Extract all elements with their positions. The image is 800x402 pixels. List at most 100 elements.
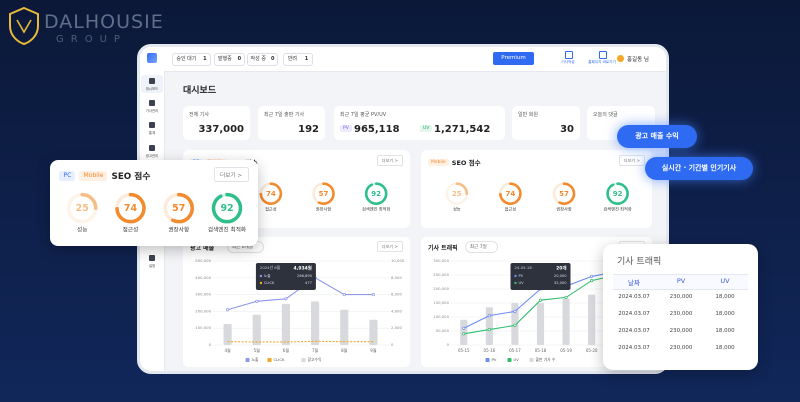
more-button[interactable]: 더보기 > [213,166,249,182]
sidebar-label: 기사관리 [145,109,159,113]
y-tick-label: 150,000 [433,300,449,305]
sidebar-item[interactable]: 광고관리 [141,142,163,160]
column-header: 날짜 [628,279,640,287]
gauge-arc [499,182,522,205]
y2-tick-label: 8,000 [391,275,402,280]
link-icon [599,51,607,59]
chart-title: 기사 트래픽 [428,245,458,252]
more-button[interactable]: 더보기 > [376,241,403,252]
x-tick-label: 6월 [283,347,290,353]
stat-card: 일반 회원 30 [512,106,580,140]
point [462,326,466,330]
status-count: 1 [304,56,309,62]
gauge-label: 권장사항 [556,206,572,213]
y-tick-label: 200,000 [195,308,211,313]
uv-value: 1,271,542 [434,124,491,135]
stat-value: 192 [298,124,319,135]
column-header: UV [720,277,730,285]
status-pill[interactable]: 발행중 0 [214,53,245,66]
status-label: 발행중 [217,56,232,62]
table-cell: 18,000 [715,345,735,351]
y-tick-label: 50,000 [436,328,450,333]
chart-filter[interactable]: 최근 7일 [465,241,498,253]
top-link[interactable]: 홈페이지 바로가기 [588,60,616,64]
gauge-arc [66,192,98,224]
more-button[interactable]: 더보기 > [376,155,403,166]
tooltip-row-value: 477 [305,281,312,285]
legend-label: UV [514,357,520,362]
x-tick-label: 05-17 [509,348,521,353]
x-tick-label: 5월 [254,347,261,353]
sidebar-label: 설정 [148,264,156,268]
gauge-label: 성능 [77,225,87,233]
sidebar-icon [149,122,155,128]
sidebar-item[interactable]: 통계 [141,119,163,137]
pv-tag: PV [340,125,352,132]
seo-tab[interactable]: Mobile [428,158,449,166]
gauge-arc [312,182,335,205]
table-cell: 230,000 [669,328,693,334]
seo-title: SEO 점수 [451,159,481,167]
stat-card: 최근 7일 출판 기사 192 [258,106,325,140]
premium-button[interactable]: Premium [493,52,534,65]
gauge-value: 74 [124,203,138,214]
gauge-label: 검색엔진 최적화 [208,225,247,233]
point [284,297,288,301]
more-button[interactable]: 더보기 > [618,155,645,166]
gauge-arc [211,192,243,224]
sidebar-icon [149,78,155,84]
sidebar-label: 광고관리 [145,154,159,158]
seo-title: SEO 점수 [111,172,151,183]
user-name[interactable]: 홍길동 님 [627,57,649,63]
gauge-value: 92 [613,190,623,198]
stat-value: 337,000 [198,124,244,135]
status-pill[interactable]: 승인 대기 1 [172,53,211,66]
seo-card: Mobile SEO 점수 더보기 > 25 성능 74 접근성 57 권장사항 92 검색엔진 최… [421,150,652,228]
status-count: 0 [237,56,242,62]
top-bar: 승인 대기 1 발행중 0 작성 중 0 반려 1 Premium 기사작성 홈페이지 바로가기 홍길… [140,47,666,72]
gauge-arc [364,182,388,205]
sidebar-item[interactable]: 설정 [141,252,163,270]
stat-value: 30 [560,124,574,135]
status-pill[interactable]: 반려 1 [283,53,313,66]
y-tick-label: 0 [209,342,212,347]
sidebar-item[interactable]: 대시보드 [141,75,163,93]
uv-tag: UV [420,125,433,132]
y-tick-label: 300,000 [433,258,449,263]
bar [562,298,570,345]
top-link[interactable]: 기사작성 [561,60,575,64]
status-count: 1 [203,56,207,62]
sidebar-item[interactable]: 기사관리 [141,97,163,115]
callout[interactable]: 광고 매출 수익 [617,125,697,148]
tooltip-dot [259,281,263,285]
y-tick-label: 0 [447,342,450,347]
gauge-value: 74 [266,190,276,198]
gauge-arc [445,182,469,205]
chart-card: 광고 매출 최근 6개월 더보기 >0 100,000 200,000 300,000 40… [183,237,410,367]
seo-tab[interactable]: Mobile [79,171,108,181]
page-title: 대시보드 [183,86,217,96]
gauge-arc [259,182,283,205]
y2-tick-label: 10,000 [391,258,405,263]
gauge-arc [606,182,629,205]
stat-label: 전체 기사 [189,112,209,118]
status-label: 반려 [287,56,298,62]
legend-label: 출판 기사 수 [536,357,556,362]
y-tick-label: 500,000 [195,258,211,263]
gauge-value: 25 [76,203,89,214]
gauge-label: 접근성 [505,206,517,212]
callout[interactable]: 실시간 · 기간별 인기기사 [645,157,753,180]
link-icon [565,51,573,59]
sidebar-icon [149,255,155,261]
y2-tick-label: 0 [391,342,394,347]
x-tick-label: 05-18 [535,348,547,353]
status-pill[interactable]: 작성 중 0 [247,53,278,66]
legend-label: CLICK [274,357,286,362]
pv-value: 965,118 [354,124,400,135]
point [513,309,517,313]
seo-tab[interactable]: PC [59,171,76,181]
point [226,308,230,312]
tooltip-row-value: 20,000 [554,274,567,278]
x-tick-label: 05-19 [560,348,572,353]
x-tick-label: 7월 [312,347,319,353]
